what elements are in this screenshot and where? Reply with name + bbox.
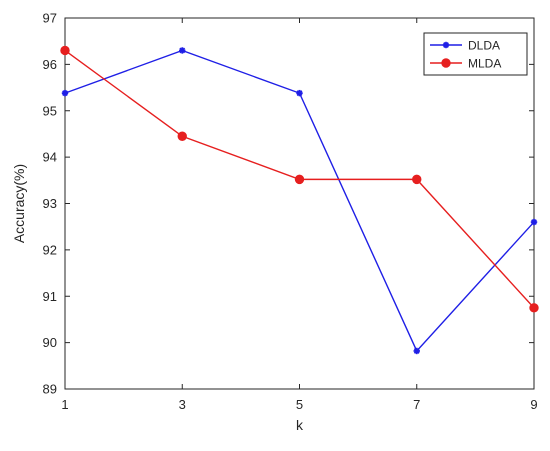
y-tick-label: 97 bbox=[43, 11, 57, 26]
y-tick-label: 91 bbox=[43, 289, 57, 304]
x-tick-label: 5 bbox=[296, 397, 303, 412]
x-tick-label: 9 bbox=[530, 397, 537, 412]
series-mlda bbox=[60, 45, 539, 313]
y-tick-label: 90 bbox=[43, 335, 57, 350]
x-tick-label: 1 bbox=[61, 397, 68, 412]
x-axis-label: k bbox=[296, 417, 304, 433]
y-axis-label: Accuracy(%) bbox=[11, 164, 27, 243]
legend-label-dlda: DLDA bbox=[468, 39, 500, 53]
plot-area bbox=[64, 17, 535, 390]
data-point-mlda bbox=[412, 174, 422, 185]
data-point-dlda bbox=[296, 89, 303, 97]
legend: DLDA MLDA bbox=[423, 32, 528, 76]
data-point-dlda bbox=[530, 218, 538, 226]
x-axis: 1 3 5 7 9 bbox=[61, 18, 538, 412]
data-point-mlda bbox=[60, 45, 70, 56]
data-point-mlda bbox=[529, 303, 539, 313]
legend-box bbox=[423, 32, 528, 76]
y-tick-label: 95 bbox=[43, 103, 57, 118]
x-tick-label: 3 bbox=[179, 397, 186, 412]
series-dlda bbox=[61, 47, 538, 355]
y-tick-label: 89 bbox=[43, 382, 57, 397]
data-point-mlda bbox=[294, 174, 305, 185]
legend-marker-dlda bbox=[442, 41, 450, 49]
series-layer bbox=[60, 45, 539, 355]
legend-marker-mlda bbox=[441, 58, 451, 68]
y-tick-label: 96 bbox=[43, 57, 57, 72]
data-point-mlda bbox=[177, 131, 187, 141]
y-axis: 89 90 91 92 93 94 95 96 97 bbox=[43, 11, 534, 397]
data-point-dlda bbox=[61, 89, 69, 97]
y-tick-label: 93 bbox=[43, 196, 57, 211]
data-point-dlda bbox=[413, 347, 420, 355]
y-tick-label: 94 bbox=[43, 150, 57, 165]
y-tick-label: 92 bbox=[43, 242, 57, 257]
data-point-dlda bbox=[179, 47, 186, 54]
legend-label-mlda: MLDA bbox=[468, 57, 501, 71]
x-tick-label: 7 bbox=[413, 397, 420, 412]
